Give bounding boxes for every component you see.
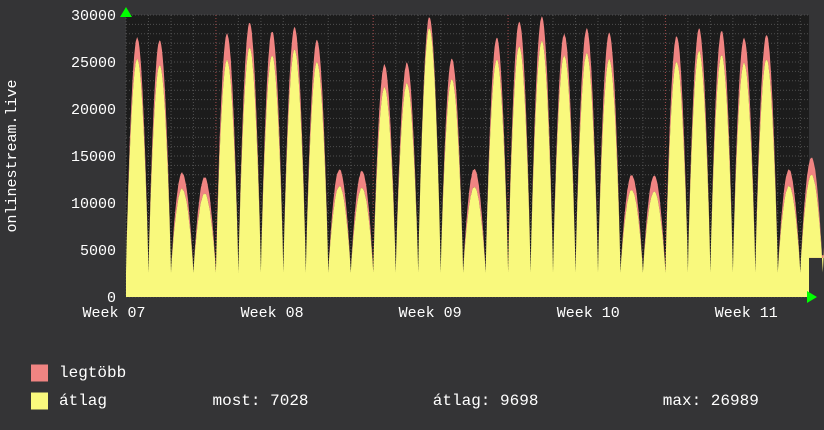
svg-text:onlinestream.live: onlinestream.live	[4, 79, 21, 232]
svg-text:Week 11: Week 11	[715, 305, 778, 322]
svg-text:Week 10: Week 10	[557, 305, 620, 322]
svg-text:15000: 15000	[71, 149, 116, 166]
svg-text:5000: 5000	[80, 243, 116, 260]
svg-text:10000: 10000	[71, 196, 116, 213]
svg-text:Week 08: Week 08	[241, 305, 304, 322]
svg-text:Week 07: Week 07	[83, 305, 146, 322]
svg-text:20000: 20000	[71, 102, 116, 119]
svg-text:most: 7028: most: 7028	[213, 392, 309, 410]
svg-text:max: 26989: max: 26989	[663, 392, 759, 410]
svg-text:30000: 30000	[71, 8, 116, 25]
svg-text:átlag: átlag	[59, 392, 107, 410]
svg-text:legtöbb: legtöbb	[59, 364, 126, 382]
svg-text:Week 09: Week 09	[399, 305, 462, 322]
svg-text:átlag: 9698: átlag: 9698	[433, 392, 539, 410]
svg-text:25000: 25000	[71, 55, 116, 72]
